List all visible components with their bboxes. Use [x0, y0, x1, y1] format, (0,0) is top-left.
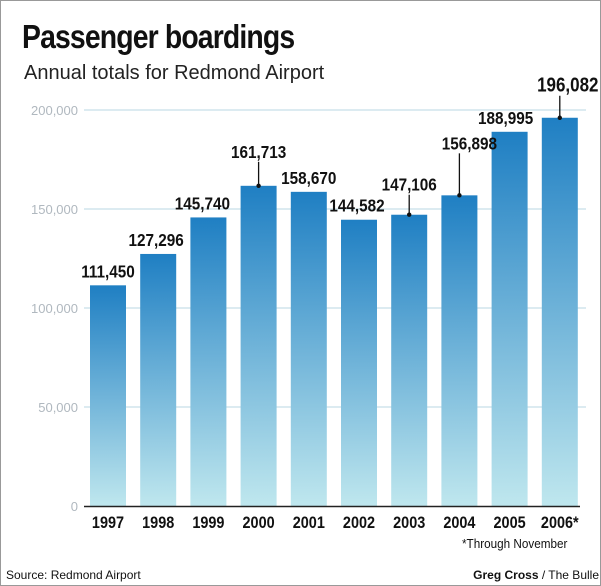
y-tick-label: 100,000 [31, 301, 78, 316]
credit-name: Greg Cross [473, 568, 539, 582]
x-tick-label: 2000 [243, 514, 275, 532]
credit-separator: / [538, 568, 549, 582]
data-label: 144,582 [329, 196, 384, 216]
x-tick-label: 1998 [142, 514, 174, 532]
data-label: 156,898 [442, 133, 497, 153]
bar [240, 185, 277, 506]
bar [190, 217, 227, 506]
y-axis-ticks: 0 50,000 100,000 150,000 200,000 [31, 103, 78, 514]
x-tick-label: 2004 [443, 514, 475, 532]
label-leader-dot [256, 183, 261, 189]
bar [140, 253, 177, 506]
data-label: 145,740 [175, 193, 230, 213]
bar [290, 191, 327, 506]
data-label: 111,450 [81, 261, 135, 281]
x-axis-ticks: 1997 1998 1999 2000 2001 2002 2003 2004 2005 2006… [92, 514, 580, 532]
data-labels: 111,450 127,296 145,740 161,713 158,670 144,5… [81, 73, 598, 281]
footnote: *Through November [462, 536, 568, 551]
chart-subtitle: Annual totals for Redmond Airport [24, 62, 325, 84]
x-tick-label: 2002 [343, 514, 375, 532]
label-leader-dot [407, 212, 412, 217]
label-leader-dot [557, 115, 562, 120]
data-label: 158,670 [281, 168, 336, 188]
x-tick-label: 2001 [293, 514, 325, 532]
bar [341, 219, 377, 506]
bar [541, 117, 578, 507]
x-tick-label: 2003 [393, 514, 425, 532]
bar [90, 285, 126, 506]
x-tick-label: 1999 [192, 514, 224, 532]
credit-org: The Bulle [548, 568, 599, 582]
y-tick-label: 200,000 [31, 103, 78, 118]
source-note: Source: Redmond Airport [6, 568, 141, 582]
bar [391, 214, 428, 507]
y-tick-label: 50,000 [38, 400, 78, 415]
credit-line: Greg Cross / The Bulle [473, 568, 599, 582]
data-label: 196,082 [537, 73, 598, 96]
bars [90, 117, 578, 507]
data-label: 188,995 [478, 108, 533, 128]
y-tick-label: 0 [71, 499, 78, 514]
x-tick-label: 2005 [494, 514, 526, 532]
bar [441, 195, 478, 506]
data-label: 127,296 [129, 230, 184, 250]
x-tick-label: 2006* [541, 514, 580, 532]
y-tick-label: 150,000 [31, 202, 78, 217]
x-tick-label: 1997 [92, 514, 124, 532]
data-label: 161,713 [231, 142, 286, 162]
label-leader-dot [457, 193, 462, 198]
data-label: 147,106 [382, 175, 437, 195]
bar [491, 131, 528, 506]
chart-title: Passenger boardings [22, 18, 295, 55]
